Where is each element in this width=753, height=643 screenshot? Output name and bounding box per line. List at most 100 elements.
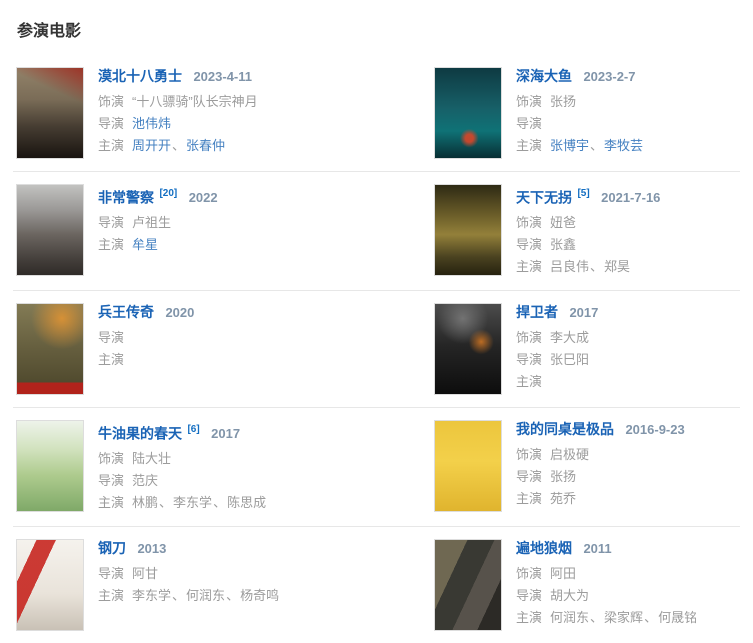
credit-line: 导演 阿甘 [98,563,279,585]
credit-line: 主演 周开开、张春仲 [98,135,258,157]
name-separator: 、 [213,495,227,511]
movie-entry: 兵王传奇 2020 导演 主演 [13,302,431,395]
name-separator: 、 [172,588,186,604]
credit-label: 主演 [98,137,125,153]
movie-title-line: 牛油果的春天 [6] 2017 [98,421,266,442]
person-link[interactable]: 牟星 [132,236,159,252]
credit-line: 主演 吕良伟、郑昊 [516,256,660,278]
person-link[interactable]: 李牧芸 [604,137,644,153]
movie-info: 天下无拐 [5] 2021-7-16 饰演 妞爸 导演 张鑫 主演 吕良伟、郑昊 [516,184,660,278]
credit-label: 主演 [98,236,125,252]
movie-title-line: 我的同桌是极品 2016-9-23 [516,421,685,438]
movie-poster[interactable] [16,419,84,512]
person-name: 启极硬 [550,446,590,462]
movie-info: 非常警察 [20] 2022 导演 卢祖生 主演 牟星 [98,184,218,278]
reference-sup[interactable]: [20] [159,187,178,199]
movie-title-link[interactable]: 牛油果的春天 [98,425,182,442]
release-date: 2022 [188,189,218,205]
movie-title-link[interactable]: 兵王传奇 [98,303,154,320]
movie-poster[interactable] [434,66,502,159]
movie-info: 漠北十八勇士 2023-4-11 饰演 “十八骠骑”队长宗神月 导演 池伟炜 主演 周开开… [98,67,258,159]
movie-poster[interactable] [16,66,84,159]
movie-title-link[interactable]: 我的同桌是极品 [516,420,614,437]
person-name: 阿甘 [132,566,159,582]
movie-title-line: 兵王传奇 2020 [98,304,194,321]
release-date: 2020 [165,304,195,320]
movie-title-line: 捍卫者 2017 [516,304,598,321]
movie-row: 钢刀 2013 导演 阿甘 主演 李东学、何润东、杨奇鸣 遍地狼烟 2011 饰演 阿田… [13,527,740,643]
movie-poster[interactable] [434,539,502,632]
movie-title-link[interactable]: 遍地狼烟 [516,540,572,557]
release-date: 2016-9-23 [625,421,685,437]
credit-label: 导演 [98,329,125,345]
person-name: 阿田 [550,566,577,582]
credits: 饰演 陆大壮 导演 范庆 主演 林鹏、李东学、陈思成 [98,448,266,514]
person-name: 张扬 [550,468,577,484]
movie-title-link[interactable]: 深海大鱼 [516,67,572,84]
person-link[interactable]: 周开开 [132,137,172,153]
movie-poster[interactable] [434,302,502,395]
credit-label: 饰演 [98,451,125,467]
movie-poster[interactable] [434,183,502,276]
movie-title-link[interactable]: 漠北十八勇士 [98,67,182,84]
release-date: 2023-2-7 [583,68,636,84]
movie-poster[interactable] [16,183,84,276]
name-separator: 、 [590,610,604,626]
movie-poster[interactable] [16,302,84,395]
person-name: 李东学 [132,588,172,604]
person-name: 郑昊 [604,258,631,274]
movie-poster[interactable] [16,539,84,632]
movie-title-link[interactable]: 非常警察 [98,188,154,205]
credit-label: 饰演 [516,446,543,462]
credit-label: 饰演 [516,93,543,109]
movie-info: 兵王传奇 2020 导演 主演 [98,303,194,395]
person-link[interactable]: 池伟炜 [132,115,172,131]
release-date: 2023-4-11 [193,68,253,84]
credit-label: 导演 [98,115,125,131]
person-name: 胡大为 [550,588,590,604]
credit-label: 导演 [516,351,543,367]
movie-title-line: 漠北十八勇士 2023-4-11 [98,68,258,85]
name-separator: 、 [644,610,658,626]
movie-title-link[interactable]: 钢刀 [98,540,126,557]
credit-line: 主演 张博宇、李牧芸 [516,135,643,157]
credit-line: 导演 范庆 [98,470,266,492]
credit-line: 导演 张扬 [516,466,685,488]
credit-line: 饰演 “十八骠骑”队长宗神月 [98,91,258,113]
name-separator: 、 [172,137,186,153]
movie-poster[interactable] [434,419,502,512]
person-name: 梁家辉 [604,610,644,626]
credit-line: 主演 李东学、何润东、杨奇鸣 [98,585,279,607]
person-name: 苑乔 [550,490,577,506]
movie-entry: 天下无拐 [5] 2021-7-16 饰演 妞爸 导演 张鑫 主演 吕良伟、郑昊 [431,183,740,278]
person-link[interactable]: 张博宇 [550,137,590,153]
movie-info: 牛油果的春天 [6] 2017 饰演 陆大壮 导演 范庆 主演 林鹏、李东学、陈思成 [98,420,266,514]
movie-title-line: 深海大鱼 2023-2-7 [516,68,643,85]
reference-sup[interactable]: [6] [187,423,200,435]
credits: 饰演 阿田 导演 胡大为 主演 何润东、梁家辉、何晟铭 [516,563,697,629]
person-name: 陈思成 [227,495,267,511]
person-link[interactable]: 张春仲 [186,137,226,153]
person-name: 妞爸 [550,214,577,230]
release-date: 2017 [211,426,241,442]
release-date: 2013 [137,541,167,557]
credits: 导演 主演 [98,327,194,371]
movie-info: 深海大鱼 2023-2-7 饰演 张扬 导演 主演 张博宇、李牧芸 [516,67,643,159]
credit-label: 导演 [516,468,543,484]
credit-line: 导演 张鑫 [516,234,660,256]
name-separator: 、 [590,258,604,274]
reference-sup[interactable]: [5] [577,187,590,199]
name-separator: 、 [590,137,604,153]
credit-label: 主演 [516,258,543,274]
credit-line: 饰演 妞爸 [516,212,660,234]
credit-line: 饰演 阿田 [516,563,697,585]
credits: 饰演 启极硬 导演 张扬 主演 苑乔 [516,444,685,510]
movie-info: 钢刀 2013 导演 阿甘 主演 李东学、何润东、杨奇鸣 [98,539,279,631]
movie-title-link[interactable]: 天下无拐 [516,188,572,205]
credit-label: 主演 [98,495,125,511]
person-name: 卢祖生 [132,214,172,230]
section-title: 参演电影 [17,23,82,41]
credit-line: 主演 [516,371,598,393]
movie-title-link[interactable]: 捍卫者 [516,303,558,320]
movie-entry: 深海大鱼 2023-2-7 饰演 张扬 导演 主演 张博宇、李牧芸 [431,66,740,159]
